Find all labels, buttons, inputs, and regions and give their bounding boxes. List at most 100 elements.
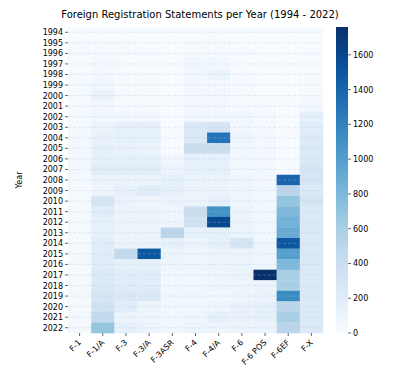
x-tick-label: F-4/A xyxy=(201,338,222,359)
y-tick xyxy=(65,137,68,138)
grid-line xyxy=(68,106,323,107)
y-tick-label: 1996 xyxy=(43,49,63,58)
y-tick-label: 2004 xyxy=(43,134,63,143)
x-tick-label: F-6 xyxy=(230,338,245,353)
x-tick-label: F-1 xyxy=(68,338,83,353)
colorbar-tick-label: 1200 xyxy=(353,120,373,129)
grid-line xyxy=(68,253,323,254)
y-tick-label: 2010 xyxy=(43,197,63,206)
colorbar-tick-label: 800 xyxy=(353,190,368,199)
y-tick xyxy=(65,296,68,297)
y-tick xyxy=(65,106,68,107)
grid-line xyxy=(68,42,323,43)
grid-line xyxy=(68,264,323,265)
grid-line xyxy=(68,158,323,159)
x-tick xyxy=(218,333,219,336)
colorbar-tick xyxy=(348,124,351,125)
y-tick xyxy=(65,274,68,275)
title: Foreign Registration Statements per Year… xyxy=(61,9,339,20)
y-tick-label: 1995 xyxy=(43,39,63,48)
grid-line xyxy=(68,95,323,96)
y-tick-label: 2005 xyxy=(43,144,63,153)
y-tick xyxy=(65,42,68,43)
y-tick xyxy=(65,327,68,328)
y-tick xyxy=(65,253,68,254)
grid-line xyxy=(68,32,323,33)
grid-line xyxy=(68,285,323,286)
grid-line xyxy=(68,317,323,318)
x-tick-label: F-6 POS xyxy=(240,338,269,367)
y-tick-label: 2021 xyxy=(43,313,63,322)
y-tick-label: 2013 xyxy=(43,229,63,238)
grid-line xyxy=(68,201,323,202)
y-tick xyxy=(65,306,68,307)
grid-line xyxy=(68,274,323,275)
y-tick-label: 2016 xyxy=(43,260,63,269)
y-tick-label: 2022 xyxy=(43,324,63,333)
x-tick xyxy=(172,333,173,336)
y-axis-label: Year xyxy=(15,171,24,190)
y-tick xyxy=(65,232,68,233)
colorbar-tick-label: 1000 xyxy=(353,155,373,164)
colorbar-tick xyxy=(348,159,351,160)
grid-line xyxy=(68,53,323,54)
x-tick xyxy=(311,333,312,336)
y-tick-label: 2012 xyxy=(43,218,63,227)
x-tick xyxy=(149,333,150,336)
y-tick xyxy=(65,243,68,244)
y-tick xyxy=(65,190,68,191)
y-tick-label: 2019 xyxy=(43,292,63,301)
y-tick-label: 1998 xyxy=(43,70,63,79)
y-tick-label: 2001 xyxy=(43,102,63,111)
grid-line xyxy=(68,222,323,223)
y-tick xyxy=(65,148,68,149)
y-tick xyxy=(65,53,68,54)
y-tick-label: 2017 xyxy=(43,271,63,280)
colorbar-tick xyxy=(348,298,351,299)
y-tick xyxy=(65,74,68,75)
colorbar-tick xyxy=(348,193,351,194)
y-tick-label: 2018 xyxy=(43,282,63,291)
grid-line xyxy=(68,85,323,86)
y-tick xyxy=(65,32,68,33)
y-tick xyxy=(65,95,68,96)
grid-line xyxy=(68,169,323,170)
colorbar-tick-label: 1600 xyxy=(353,51,373,60)
y-tick xyxy=(65,85,68,86)
y-tick xyxy=(65,285,68,286)
grid-line xyxy=(68,232,323,233)
y-tick-label: 1999 xyxy=(43,81,63,90)
y-tick-label: 2009 xyxy=(43,187,63,196)
colorbar-tick-label: 600 xyxy=(353,225,368,234)
y-tick-label: 2003 xyxy=(43,123,63,132)
y-tick xyxy=(65,116,68,117)
y-tick xyxy=(65,222,68,223)
colorbar-tick-label: 400 xyxy=(353,259,368,268)
x-tick-label: F-3/A xyxy=(132,338,153,359)
y-tick-label: 1994 xyxy=(43,28,63,37)
y-tick xyxy=(65,211,68,212)
y-tick-label: 2011 xyxy=(43,208,63,217)
y-tick-label: 2015 xyxy=(43,250,63,259)
grid-line xyxy=(68,137,323,138)
y-tick-label: 2007 xyxy=(43,165,63,174)
grid-line xyxy=(68,74,323,75)
cells xyxy=(68,27,323,333)
x-tick-label: F-X xyxy=(300,338,316,354)
x-tick-label: F-1/A xyxy=(85,338,106,359)
y-tick xyxy=(65,317,68,318)
grid-line xyxy=(68,327,323,328)
colorbar-tick xyxy=(348,54,351,55)
x-tick-label: F-4 xyxy=(184,338,199,353)
x-tick xyxy=(125,333,126,336)
grid-line xyxy=(68,306,323,307)
grid-line xyxy=(68,296,323,297)
y-tick xyxy=(65,201,68,202)
grid-line xyxy=(68,243,323,244)
grid-line xyxy=(68,211,323,212)
colorbar-tick-label: 1400 xyxy=(353,86,373,95)
y-tick xyxy=(65,158,68,159)
y-tick xyxy=(65,63,68,64)
grid-line xyxy=(68,63,323,64)
colorbar-tick xyxy=(348,89,351,90)
